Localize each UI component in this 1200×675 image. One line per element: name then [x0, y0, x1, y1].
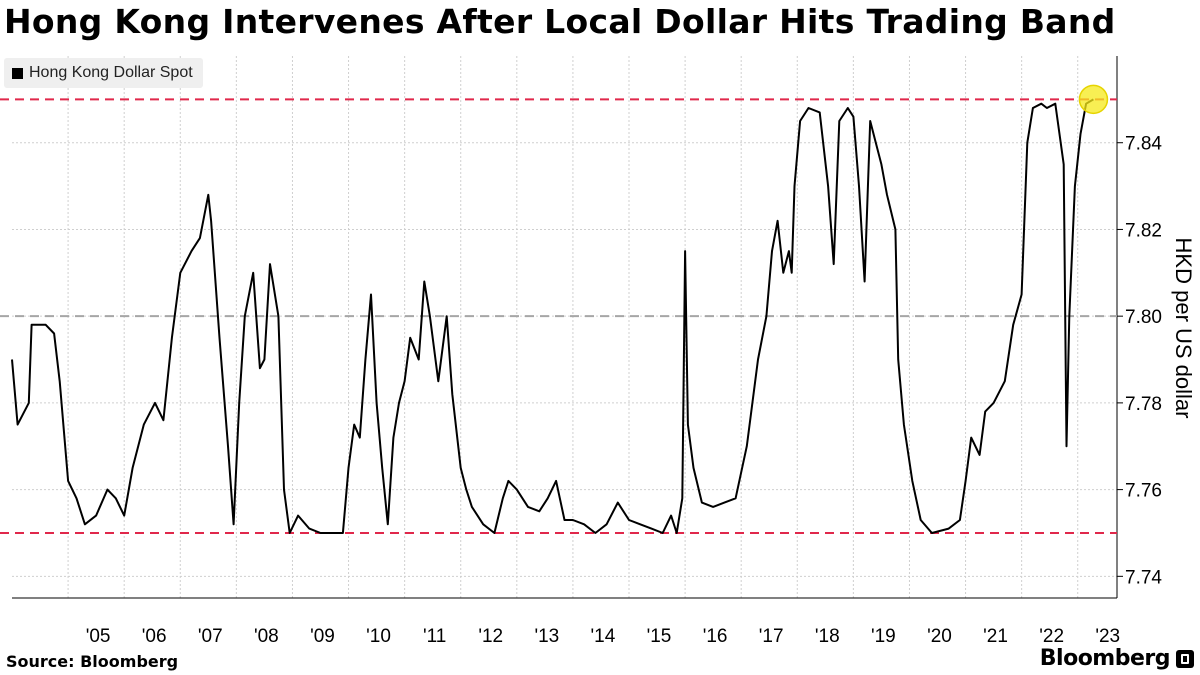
x-tick-label: '16: [703, 626, 728, 647]
x-tick-label: '08: [254, 626, 279, 647]
y-axis-label: HKD per US dollar: [1171, 238, 1196, 419]
x-tick-label: '17: [759, 626, 784, 647]
legend-swatch: [12, 67, 23, 79]
y-tick-label: 7.78: [1125, 394, 1162, 415]
brand-name: Bloomberg: [1039, 646, 1171, 671]
x-tick-label: '06: [142, 626, 167, 647]
bloomberg-terminal-icon: [1176, 649, 1194, 668]
x-tick-label: '05: [86, 626, 111, 647]
x-tick-label: '23: [1095, 626, 1120, 647]
highlight-marker: [1078, 84, 1109, 115]
x-tick-label: '19: [871, 626, 896, 647]
y-tick-label: 7.74: [1125, 567, 1162, 588]
series-line: [11, 98, 1094, 534]
legend: Hong Kong Dollar Spot: [4, 58, 203, 88]
x-tick-label: '22: [1039, 626, 1064, 647]
x-tick-label: '07: [198, 626, 223, 647]
x-tick-label: '11: [423, 626, 446, 647]
x-tick-label: '21: [983, 626, 1008, 647]
brand-logo: Bloomberg: [1040, 646, 1194, 671]
y-tick-label: 7.84: [1125, 134, 1162, 155]
y-tick-label: 7.80: [1125, 307, 1162, 328]
x-tick-label: '14: [591, 626, 616, 647]
x-tick-label: '09: [310, 626, 335, 647]
x-tick-label: '15: [647, 626, 672, 647]
y-tick-label: 7.76: [1125, 481, 1162, 502]
y-tick-label: 7.82: [1125, 220, 1162, 241]
legend-label: Hong Kong Dollar Spot: [29, 64, 193, 81]
x-tick-label: '12: [478, 626, 503, 647]
x-tick-label: '18: [815, 626, 840, 647]
x-tick-label: '10: [366, 626, 391, 647]
source-note: Source: Bloomberg: [6, 652, 179, 671]
x-tick-label: '20: [927, 626, 952, 647]
x-tick-label: '13: [534, 626, 559, 647]
chart-title: Hong Kong Intervenes After Local Dollar …: [4, 2, 1116, 41]
